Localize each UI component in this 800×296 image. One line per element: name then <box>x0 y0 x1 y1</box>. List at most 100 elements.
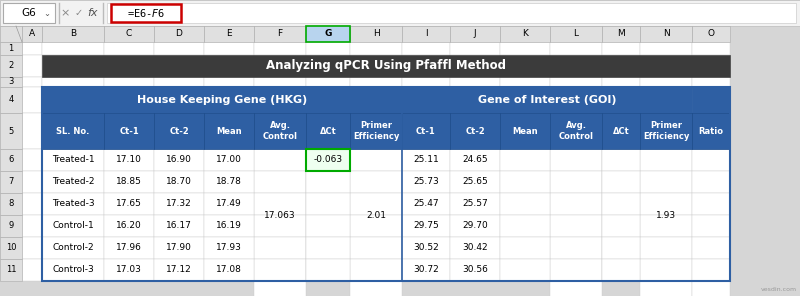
Bar <box>640 77 692 87</box>
Bar <box>306 215 350 237</box>
Bar <box>42 113 104 149</box>
Text: Control-3: Control-3 <box>52 266 94 274</box>
Bar <box>450 42 500 55</box>
Bar <box>500 259 550 281</box>
Text: -0.063: -0.063 <box>314 155 342 165</box>
Bar <box>154 215 204 237</box>
Bar <box>500 259 550 281</box>
Bar <box>204 113 254 149</box>
Bar <box>42 87 730 281</box>
Bar <box>42 259 104 281</box>
Text: K: K <box>522 30 528 38</box>
Text: Treated-1: Treated-1 <box>52 155 94 165</box>
Bar <box>42 87 104 113</box>
Bar <box>640 215 692 237</box>
Bar <box>640 113 692 149</box>
Bar <box>254 113 306 149</box>
Text: House Keeping Gene (HKG): House Keeping Gene (HKG) <box>137 95 307 105</box>
Bar <box>306 237 350 259</box>
Bar <box>350 215 402 237</box>
Text: C: C <box>126 30 132 38</box>
Bar <box>692 42 730 55</box>
Text: 6: 6 <box>8 155 14 165</box>
Bar <box>450 149 500 171</box>
Bar <box>692 215 730 237</box>
Bar <box>306 77 350 87</box>
Text: ΔCt: ΔCt <box>320 126 336 136</box>
Text: Mean: Mean <box>216 126 242 136</box>
Bar <box>104 171 154 193</box>
Bar <box>42 26 104 42</box>
Bar <box>254 26 306 42</box>
Bar <box>306 193 350 215</box>
Bar <box>254 193 306 215</box>
Bar <box>104 149 154 171</box>
Bar <box>692 237 730 259</box>
Bar <box>640 281 692 296</box>
Text: 30.52: 30.52 <box>413 244 439 252</box>
Bar <box>204 171 254 193</box>
Text: 29.75: 29.75 <box>413 221 439 231</box>
Bar <box>204 237 254 259</box>
Bar <box>204 259 254 281</box>
Bar <box>204 237 254 259</box>
Bar <box>550 237 602 259</box>
Bar <box>450 87 500 113</box>
Text: 18.70: 18.70 <box>166 178 192 186</box>
Bar <box>602 193 640 215</box>
Bar <box>500 113 550 149</box>
Bar <box>204 215 254 237</box>
Bar <box>692 113 730 149</box>
Bar <box>204 87 254 113</box>
Text: 9: 9 <box>8 221 14 231</box>
Bar <box>22 171 42 193</box>
Text: 5: 5 <box>8 126 14 136</box>
Text: L: L <box>574 30 578 38</box>
Bar <box>640 193 692 215</box>
Bar <box>350 171 402 193</box>
Bar <box>204 42 254 55</box>
Bar <box>500 193 550 215</box>
Bar <box>254 55 306 77</box>
Bar <box>3 3 55 23</box>
Bar <box>692 259 730 281</box>
Text: 17.063: 17.063 <box>264 210 296 220</box>
Bar <box>204 26 254 42</box>
Bar <box>204 215 254 237</box>
Bar <box>154 149 204 171</box>
Bar <box>154 113 204 149</box>
Bar <box>111 4 181 22</box>
Bar <box>154 259 204 281</box>
Text: 7: 7 <box>8 178 14 186</box>
Bar <box>550 171 602 193</box>
Bar <box>402 87 450 113</box>
Bar <box>104 259 154 281</box>
Bar <box>402 237 450 259</box>
Bar <box>154 193 204 215</box>
Bar <box>550 113 602 149</box>
Bar <box>640 26 692 42</box>
Text: Mean: Mean <box>512 126 538 136</box>
Bar <box>204 171 254 193</box>
Bar <box>254 237 306 259</box>
Bar <box>602 237 640 259</box>
Bar <box>402 77 450 87</box>
Text: 10: 10 <box>6 244 16 252</box>
Text: J: J <box>474 30 476 38</box>
Bar <box>0 193 22 215</box>
Text: 18.78: 18.78 <box>216 178 242 186</box>
Bar <box>204 193 254 215</box>
Text: 30.72: 30.72 <box>413 266 439 274</box>
Bar <box>306 193 350 215</box>
Bar <box>254 171 306 193</box>
Text: ⌄: ⌄ <box>43 9 50 17</box>
Text: Treated-3: Treated-3 <box>52 200 94 208</box>
Bar <box>550 42 602 55</box>
Text: 30.42: 30.42 <box>462 244 488 252</box>
Bar <box>602 259 640 281</box>
Text: ×: × <box>60 8 70 18</box>
Bar <box>500 149 550 171</box>
Text: 17.12: 17.12 <box>166 266 192 274</box>
Bar <box>350 113 402 149</box>
Text: Ratio: Ratio <box>698 126 723 136</box>
